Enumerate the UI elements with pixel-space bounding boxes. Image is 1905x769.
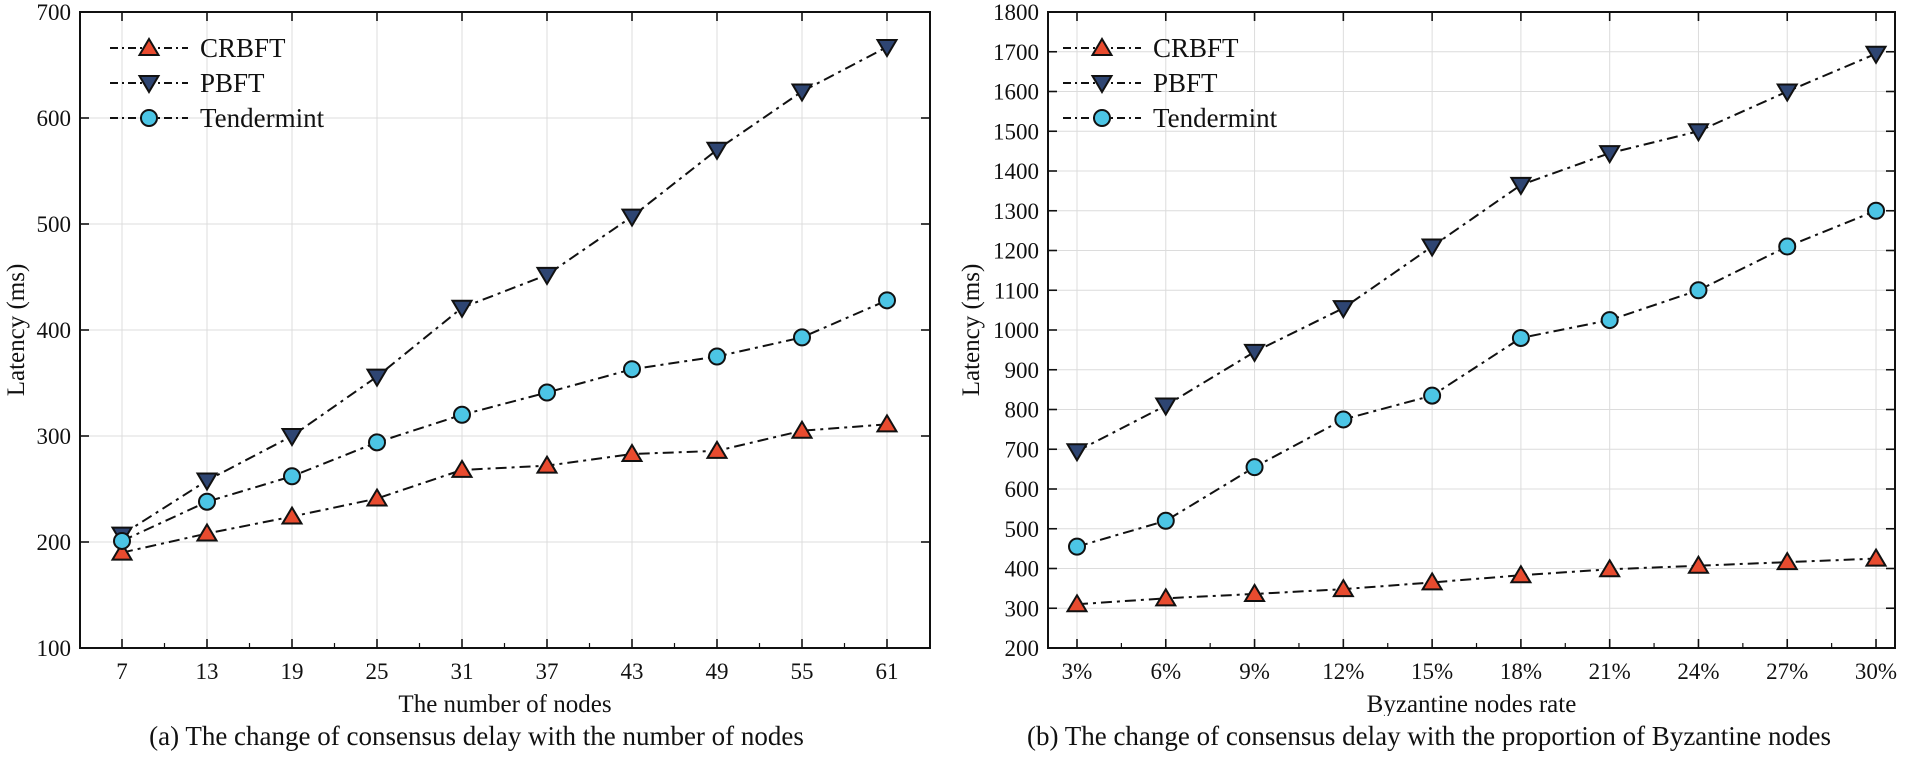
x-tick-label: 3% bbox=[1062, 659, 1093, 684]
legend: CRBFT PBFT Tendermint bbox=[110, 33, 325, 133]
legend-label: PBFT bbox=[200, 68, 265, 98]
y-tick-label: 200 bbox=[37, 530, 72, 555]
legend-label: PBFT bbox=[1153, 68, 1218, 98]
series-line-pbft bbox=[121, 46, 888, 536]
x-tick-label: 55 bbox=[791, 659, 814, 684]
ticks bbox=[1048, 11, 1895, 649]
series-markers-crbft bbox=[110, 413, 899, 561]
series-line-pbft bbox=[1076, 52, 1877, 453]
y-tick-label: 400 bbox=[1005, 557, 1040, 582]
x-tick-label: 25 bbox=[366, 659, 389, 684]
y-tick-label: 1800 bbox=[993, 0, 1039, 25]
x-tick-label: 30% bbox=[1855, 659, 1897, 684]
ticks bbox=[80, 11, 930, 649]
y-tick-label: 500 bbox=[1005, 517, 1040, 542]
x-tick-label: 31 bbox=[451, 659, 474, 684]
x-tick-label: 24% bbox=[1677, 659, 1719, 684]
series-line-tendermint bbox=[1076, 209, 1877, 548]
x-tick-label: 27% bbox=[1766, 659, 1808, 684]
y-tick-label: 800 bbox=[1005, 398, 1040, 423]
x-tick-label: 9% bbox=[1239, 659, 1270, 684]
x-tick-label: 18% bbox=[1500, 659, 1542, 684]
chart-b-caption: (b) The change of consensus delay with t… bbox=[1026, 721, 1832, 751]
y-tick-label: 700 bbox=[37, 0, 72, 25]
y-tick-label: 700 bbox=[1005, 437, 1040, 462]
x-tick-label: 13 bbox=[196, 659, 219, 684]
y-tick-label: 600 bbox=[37, 106, 72, 131]
x-tick-label: 15% bbox=[1411, 659, 1453, 684]
y-axis-label: Latency (ms) bbox=[958, 264, 985, 397]
grid bbox=[80, 12, 930, 648]
plot-area: 7 13 19 25 31 37 43 49 55 61 100 200 300 400 500 600 700… bbox=[3, 0, 931, 716]
y-tick-label: 300 bbox=[1005, 596, 1040, 621]
x-axis-label: The number of nodes bbox=[398, 691, 611, 716]
series-line-crbft bbox=[121, 423, 888, 554]
y-tick-label: 1600 bbox=[993, 80, 1039, 105]
legend-label: CRBFT bbox=[200, 33, 286, 63]
series-markers-tendermint bbox=[1068, 201, 1886, 556]
legend-label: CRBFT bbox=[1153, 33, 1239, 63]
y-tick-label: 100 bbox=[37, 636, 72, 661]
y-tick-label: 900 bbox=[1005, 358, 1040, 383]
legend-item-tendermint: Tendermint bbox=[1063, 103, 1278, 133]
legend-label: Tendermint bbox=[1153, 103, 1278, 133]
series-line-crbft bbox=[1076, 557, 1877, 606]
y-tick-label: 1400 bbox=[993, 159, 1039, 184]
x-tick-label: 43 bbox=[621, 659, 644, 684]
series-markers-tendermint bbox=[113, 291, 896, 550]
chart-b-canvas: 3% 6% 9% 12% 15% 18% 21% 24% 27% 30% 200 300 400 500 6… bbox=[958, 0, 1897, 716]
y-tick-label: 1100 bbox=[994, 278, 1039, 303]
x-tick-label: 37 bbox=[536, 659, 559, 684]
x-tick-label: 21% bbox=[1589, 659, 1631, 684]
legend-item-tendermint: Tendermint bbox=[110, 103, 325, 133]
y-axis-label: Latency (ms) bbox=[3, 264, 30, 397]
x-tick-label: 12% bbox=[1322, 659, 1364, 684]
y-tick-label: 600 bbox=[1005, 477, 1040, 502]
y-tick-label: 1500 bbox=[993, 119, 1039, 144]
y-tick-label: 1700 bbox=[993, 40, 1039, 65]
y-tick-label: 1000 bbox=[993, 318, 1039, 343]
x-tick-label: 61 bbox=[876, 659, 899, 684]
series-markers-crbft bbox=[1065, 547, 1888, 613]
legend-item-crbft: CRBFT bbox=[110, 33, 286, 63]
legend-item-pbft: PBFT bbox=[1063, 68, 1218, 98]
x-axis-label: Byzantine nodes rate bbox=[1367, 691, 1577, 716]
chart-a-canvas: 7 13 19 25 31 37 43 49 55 61 100 200 300 400 500 600 700… bbox=[3, 0, 931, 716]
legend-item-crbft: CRBFT bbox=[1063, 33, 1239, 63]
chart-a-panel: 7 13 19 25 31 37 43 49 55 61 100 200 300 400 500 600 700… bbox=[3, 0, 931, 751]
chart-a-caption: (a) The change of consensus delay with t… bbox=[149, 721, 804, 751]
legend-item-pbft: PBFT bbox=[110, 68, 265, 98]
plot-area: 3% 6% 9% 12% 15% 18% 21% 24% 27% 30% 200 300 400 500 6… bbox=[958, 0, 1897, 716]
legend: CRBFT PBFT Tendermint bbox=[1063, 33, 1278, 133]
chart-b-panel: 3% 6% 9% 12% 15% 18% 21% 24% 27% 30% 200 300 400 500 6… bbox=[953, 0, 1905, 769]
y-tick-label: 500 bbox=[37, 212, 72, 237]
y-tick-label: 1200 bbox=[993, 239, 1039, 264]
y-tick-label: 300 bbox=[37, 424, 72, 449]
y-tick-label: 400 bbox=[37, 318, 72, 343]
legend-label: Tendermint bbox=[200, 103, 325, 133]
x-tick-label: 19 bbox=[281, 659, 304, 684]
series-markers-pbft bbox=[1065, 45, 1888, 463]
x-tick-label: 7 bbox=[116, 659, 128, 684]
x-tick-label: 49 bbox=[706, 659, 729, 684]
y-tick-label: 1300 bbox=[993, 199, 1039, 224]
y-tick-label: 200 bbox=[1005, 636, 1040, 661]
x-tick-label: 6% bbox=[1150, 659, 1181, 684]
series-line-tendermint bbox=[121, 299, 888, 542]
